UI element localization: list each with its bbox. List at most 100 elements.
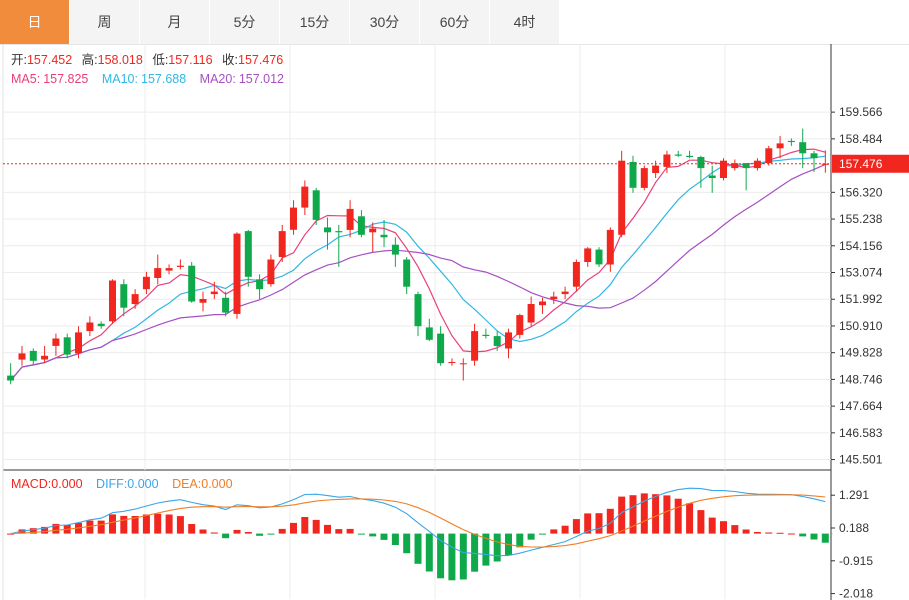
candle <box>244 229 252 287</box>
candle <box>86 316 94 337</box>
macd-bar <box>550 529 558 534</box>
macd-bar <box>437 533 445 579</box>
macd-bar <box>86 520 94 534</box>
candle <box>324 217 331 250</box>
macd-readout: MACD:0.000 DIFF:0.000 DEA:0.000 <box>11 477 233 491</box>
macd-bar <box>346 528 354 534</box>
candlesticks <box>7 128 829 385</box>
ma20-label: MA20: <box>200 72 236 86</box>
candle <box>233 232 241 319</box>
macd-bar <box>267 533 275 535</box>
candle <box>629 155 637 193</box>
candle <box>18 345 26 366</box>
price-tick-label: 147.664 <box>839 399 883 413</box>
price-tick-label: 159.566 <box>839 105 883 119</box>
macd-bar <box>821 533 829 543</box>
candle <box>561 286 569 300</box>
candle <box>493 331 501 351</box>
macd-bar <box>120 515 128 534</box>
macd-bar <box>176 516 184 534</box>
candle <box>290 200 297 235</box>
candle <box>742 163 750 191</box>
macd-bar <box>799 533 807 537</box>
dea-line <box>10 494 826 548</box>
price-axis: 159.566 158.484 156.320 155.238 154.156 153.0… <box>831 105 883 467</box>
candle <box>199 291 207 312</box>
tab-15min[interactable]: 15分 <box>280 0 349 44</box>
ma5-value: 157.825 <box>43 72 88 86</box>
candle <box>7 363 15 385</box>
macd-bar <box>584 513 592 534</box>
macd-bar <box>335 529 343 534</box>
ma-readout: MA5: 157.825 MA10: 157.688 MA20: 157.012 <box>11 72 284 86</box>
candle <box>527 296 535 327</box>
macd-bar <box>606 508 614 534</box>
candle <box>222 291 230 317</box>
macd-bar <box>256 533 264 536</box>
macd-bar <box>686 503 694 534</box>
macd-bar <box>290 522 297 534</box>
candle <box>753 158 761 171</box>
diff-label: DIFF: <box>96 477 127 491</box>
macd-bar <box>312 519 320 534</box>
candle <box>787 138 795 146</box>
dea-label: DEA: <box>172 477 201 491</box>
candle <box>120 279 128 317</box>
macd-bar <box>425 533 433 572</box>
ma5-line <box>10 148 826 381</box>
period-tabs: 日 周 月 5分 15分 30分 60分 4时 <box>0 0 909 45</box>
candle <box>41 345 49 364</box>
price-tick-label: 155.238 <box>839 212 883 226</box>
close-label: 收: <box>222 53 238 67</box>
macd-bar <box>142 514 150 534</box>
candle <box>437 326 445 366</box>
candle <box>459 358 467 381</box>
macd-bar <box>233 529 241 534</box>
tab-day[interactable]: 日 <box>0 0 69 44</box>
open-label: 开: <box>11 53 27 67</box>
price-chart[interactable]: 159.566 158.484 156.320 155.238 154.156 153.0… <box>0 44 909 600</box>
candle <box>425 318 433 342</box>
tab-week[interactable]: 周 <box>70 0 139 44</box>
tab-30min[interactable]: 30分 <box>350 0 419 44</box>
candle <box>301 180 309 216</box>
candle <box>584 247 592 267</box>
close-value: 157.476 <box>238 53 283 67</box>
candle <box>765 145 773 166</box>
macd-bar <box>222 533 230 539</box>
price-tick-label: 153.074 <box>839 265 883 279</box>
candle <box>403 257 411 295</box>
ma10-value: 157.688 <box>141 72 186 86</box>
candle <box>606 227 614 272</box>
candle <box>618 150 626 238</box>
candle <box>448 358 456 366</box>
macd-bar <box>697 510 705 534</box>
macd-bar <box>391 533 399 545</box>
candle <box>63 333 71 359</box>
candle <box>482 328 490 339</box>
macd-bar <box>357 533 365 535</box>
candle <box>29 348 37 365</box>
price-tick-label: 158.484 <box>839 132 883 146</box>
candle <box>131 289 139 309</box>
candle <box>142 271 150 295</box>
macd-bar <box>369 533 377 537</box>
tab-4hour[interactable]: 4时 <box>490 0 559 44</box>
candle <box>720 158 727 181</box>
candle <box>810 150 818 172</box>
macd-bar <box>7 533 15 535</box>
ma20-value: 157.012 <box>239 72 284 86</box>
tab-month[interactable]: 月 <box>140 0 209 44</box>
macd-bar <box>753 532 761 534</box>
price-tick-label: 156.320 <box>839 185 883 199</box>
candle <box>663 150 671 174</box>
macd-bar <box>595 513 603 534</box>
candle <box>471 323 479 366</box>
candle <box>357 210 365 238</box>
macd-bar <box>708 517 716 534</box>
candle <box>686 150 694 159</box>
macd-bar <box>810 533 818 540</box>
tab-5min[interactable]: 5分 <box>210 0 279 44</box>
tab-60min[interactable]: 60分 <box>420 0 489 44</box>
macd-bar <box>41 526 49 534</box>
